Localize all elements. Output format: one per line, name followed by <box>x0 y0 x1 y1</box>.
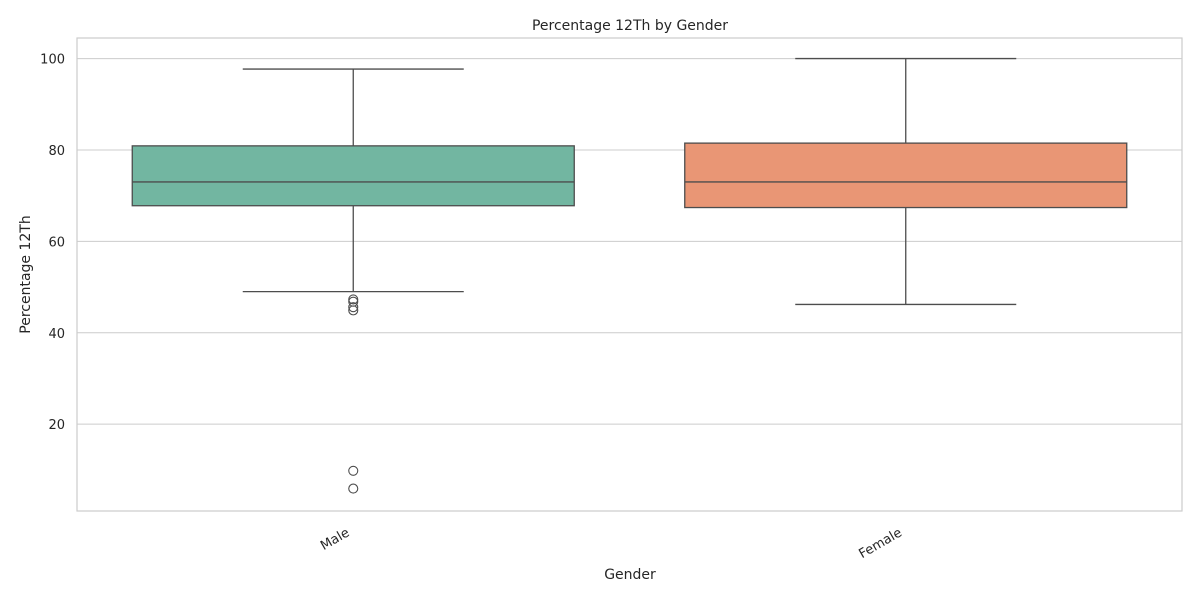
box-group-male <box>131 68 575 494</box>
x-tick-label: Male <box>318 525 352 553</box>
y-axis-label: Percentage 12Th <box>18 215 34 333</box>
y-tick-label: 60 <box>48 235 65 250</box>
outlier-point <box>348 302 359 313</box>
iqr-box <box>684 142 1128 209</box>
x-tick-label: Female <box>857 525 905 561</box>
x-axis-tick-labels: Male Female <box>318 525 905 561</box>
x-axis-label: Gender <box>604 567 656 583</box>
y-tick-label: 100 <box>40 53 65 68</box>
iqr-box <box>131 145 575 207</box>
outlier-point <box>348 483 359 494</box>
y-axis-tick-labels: 20 40 60 80 100 <box>40 53 65 434</box>
plot-area-frame <box>76 37 1183 512</box>
outlier-point <box>348 296 359 307</box>
box-group-female <box>684 57 1128 306</box>
box-plots <box>131 57 1128 494</box>
y-tick-label: 20 <box>48 418 65 433</box>
y-tick-label: 40 <box>48 327 65 342</box>
outlier-point <box>348 465 359 476</box>
grid-lines <box>77 58 1182 425</box>
chart-title: Percentage 12Th by Gender <box>532 18 728 34</box>
y-tick-label: 80 <box>48 144 65 159</box>
outlier-point <box>348 305 359 316</box>
